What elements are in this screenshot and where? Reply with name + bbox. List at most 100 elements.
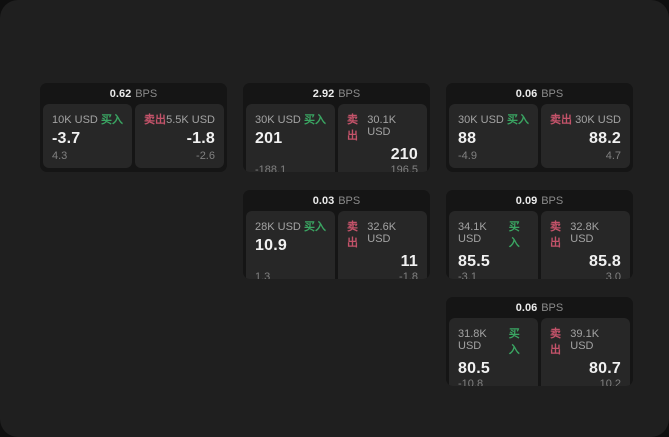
sell-delta-value: -1.8 bbox=[399, 271, 418, 279]
buy-notional-label: 34.1K USD bbox=[458, 221, 487, 245]
buy-side-label: 买入 bbox=[508, 221, 520, 249]
sell-tile-top: 卖出 5.5K USD bbox=[144, 111, 215, 127]
quote-card: 0.06 BPS 31.8K USD 买入 80.5 -10.8 卖出 39.1… bbox=[446, 297, 633, 386]
buy-tile-top: 30K USD 买入 bbox=[255, 111, 326, 127]
sell-tile[interactable]: 卖出 5.5K USD -1.8 -2.6 bbox=[135, 104, 224, 168]
quote-card: 0.62 BPS 10K USD 买入 -3.7 4.3 卖出 5.5K USD… bbox=[40, 83, 227, 172]
bps-value: 0.62 bbox=[109, 87, 132, 100]
sell-notional-label: 32.8K USD bbox=[570, 221, 600, 245]
buy-notional-label: 31.8K USD bbox=[458, 328, 487, 352]
buy-side-label: 买入 bbox=[507, 114, 529, 126]
bps-unit: BPS bbox=[541, 194, 564, 207]
buy-price-value: 10.9 bbox=[255, 237, 287, 254]
sell-tile-top: 卖出 32.6K USD bbox=[347, 218, 418, 250]
sell-notional-label: 30.1K USD bbox=[367, 114, 397, 138]
buy-tile[interactable]: 34.1K USD 买入 85.5 -3.1 bbox=[449, 211, 538, 279]
buy-notional-label: 10K USD bbox=[52, 114, 98, 126]
card-header: 0.06 BPS bbox=[446, 83, 633, 104]
buy-notional-label: 30K USD bbox=[255, 114, 301, 126]
bps-unit: BPS bbox=[541, 301, 564, 314]
sell-tile-top: 卖出 30K USD bbox=[550, 111, 621, 127]
bps-value: 0.06 bbox=[515, 87, 538, 100]
quote-card: 2.92 BPS 30K USD 买入 201 -188.1 卖出 30.1K … bbox=[243, 83, 430, 172]
sell-tile-top: 卖出 39.1K USD bbox=[550, 325, 621, 357]
card-header: 0.09 BPS bbox=[446, 190, 633, 211]
buy-delta-value: -10.8 bbox=[458, 378, 484, 386]
card-header: 2.92 BPS bbox=[243, 83, 430, 104]
sell-delta-value: 3.0 bbox=[605, 271, 621, 279]
sell-price-value: 85.8 bbox=[589, 253, 621, 270]
sell-price-value: -1.8 bbox=[186, 130, 215, 147]
buy-notional-label: 28K USD bbox=[255, 221, 301, 233]
bps-value: 2.92 bbox=[312, 87, 335, 100]
sell-price-value: 88.2 bbox=[589, 130, 621, 147]
sell-tile[interactable]: 卖出 32.8K USD 85.8 3.0 bbox=[541, 211, 630, 279]
buy-delta-value: 1.3 bbox=[255, 271, 271, 279]
quote-card: 0.03 BPS 28K USD 买入 10.9 1.3 卖出 32.6K US… bbox=[243, 190, 430, 279]
sell-delta-value: 4.7 bbox=[605, 150, 621, 162]
sell-side-label: 卖出 bbox=[550, 328, 561, 356]
buy-delta-value: -3.1 bbox=[458, 271, 477, 279]
sell-tile-top: 卖出 32.8K USD bbox=[550, 218, 621, 250]
sell-tile[interactable]: 卖出 30K USD 88.2 4.7 bbox=[541, 104, 630, 168]
sell-price-value: 80.7 bbox=[589, 360, 621, 377]
sell-tile[interactable]: 卖出 32.6K USD 11 -1.8 bbox=[338, 211, 427, 279]
buy-price-value: 85.5 bbox=[458, 253, 490, 270]
sell-notional-label: 32.6K USD bbox=[367, 221, 397, 245]
card-header: 0.06 BPS bbox=[446, 297, 633, 318]
sell-tile[interactable]: 卖出 39.1K USD 80.7 10.2 bbox=[541, 318, 630, 386]
buy-delta-value: -188.1 bbox=[255, 164, 287, 172]
buy-delta-value: -4.9 bbox=[458, 150, 477, 162]
buy-price-value: -3.7 bbox=[52, 130, 81, 147]
buy-tile[interactable]: 28K USD 买入 10.9 1.3 bbox=[246, 211, 335, 279]
sell-price-value: 11 bbox=[400, 253, 418, 270]
buy-tile-top: 30K USD 买入 bbox=[458, 111, 529, 127]
card-body: 31.8K USD 买入 80.5 -10.8 卖出 39.1K USD 80.… bbox=[446, 318, 633, 386]
sell-side-label: 卖出 bbox=[347, 221, 358, 249]
buy-tile-top: 10K USD 买入 bbox=[52, 111, 123, 127]
quote-card: 0.09 BPS 34.1K USD 买入 85.5 -3.1 卖出 32.8K… bbox=[446, 190, 633, 279]
sell-side-label: 卖出 bbox=[550, 221, 561, 249]
buy-delta-value: 4.3 bbox=[52, 150, 68, 162]
buy-price-value: 80.5 bbox=[458, 360, 490, 377]
buy-tile-top: 28K USD 买入 bbox=[255, 218, 326, 234]
sell-side-label: 卖出 bbox=[144, 114, 166, 126]
sell-notional-label: 5.5K USD bbox=[166, 114, 215, 126]
sell-side-label: 卖出 bbox=[347, 114, 358, 142]
card-body: 10K USD 买入 -3.7 4.3 卖出 5.5K USD -1.8 -2.… bbox=[40, 104, 227, 172]
buy-price-value: 201 bbox=[255, 130, 283, 147]
sell-side-label: 卖出 bbox=[550, 114, 572, 126]
buy-tile[interactable]: 10K USD 买入 -3.7 4.3 bbox=[43, 104, 132, 168]
buy-side-label: 买入 bbox=[304, 114, 326, 126]
card-body: 30K USD 买入 88 -4.9 卖出 30K USD 88.2 4.7 bbox=[446, 104, 633, 172]
card-body: 28K USD 买入 10.9 1.3 卖出 32.6K USD 11 -1.8 bbox=[243, 211, 430, 279]
sell-delta-value: -2.6 bbox=[196, 150, 215, 162]
buy-price-value: 88 bbox=[458, 130, 477, 147]
buy-tile-top: 34.1K USD 买入 bbox=[458, 218, 529, 250]
sell-delta-value: 196.5 bbox=[390, 164, 418, 172]
quote-card: 0.06 BPS 30K USD 买入 88 -4.9 卖出 30K USD 8… bbox=[446, 83, 633, 172]
buy-tile[interactable]: 30K USD 买入 201 -188.1 bbox=[246, 104, 335, 172]
buy-tile[interactable]: 31.8K USD 买入 80.5 -10.8 bbox=[449, 318, 538, 386]
bps-unit: BPS bbox=[338, 194, 361, 207]
sell-price-value: 210 bbox=[390, 146, 418, 163]
bps-value: 0.09 bbox=[515, 194, 538, 207]
sell-tile[interactable]: 卖出 30.1K USD 210 196.5 bbox=[338, 104, 427, 172]
buy-notional-label: 30K USD bbox=[458, 114, 504, 126]
sell-delta-value: 10.2 bbox=[599, 378, 621, 386]
buy-tile-top: 31.8K USD 买入 bbox=[458, 325, 529, 357]
bps-unit: BPS bbox=[338, 87, 361, 100]
bps-value: 0.03 bbox=[312, 194, 335, 207]
bps-value: 0.06 bbox=[515, 301, 538, 314]
quote-card-grid: 0.62 BPS 10K USD 买入 -3.7 4.3 卖出 5.5K USD… bbox=[40, 83, 633, 386]
buy-side-label: 买入 bbox=[304, 221, 326, 233]
buy-side-label: 买入 bbox=[508, 328, 520, 356]
bps-unit: BPS bbox=[541, 87, 564, 100]
sell-notional-label: 39.1K USD bbox=[570, 328, 600, 352]
card-body: 30K USD 买入 201 -188.1 卖出 30.1K USD 210 1… bbox=[243, 104, 430, 172]
bps-unit: BPS bbox=[135, 87, 158, 100]
buy-tile[interactable]: 30K USD 买入 88 -4.9 bbox=[449, 104, 538, 168]
sell-tile-top: 卖出 30.1K USD bbox=[347, 111, 418, 143]
